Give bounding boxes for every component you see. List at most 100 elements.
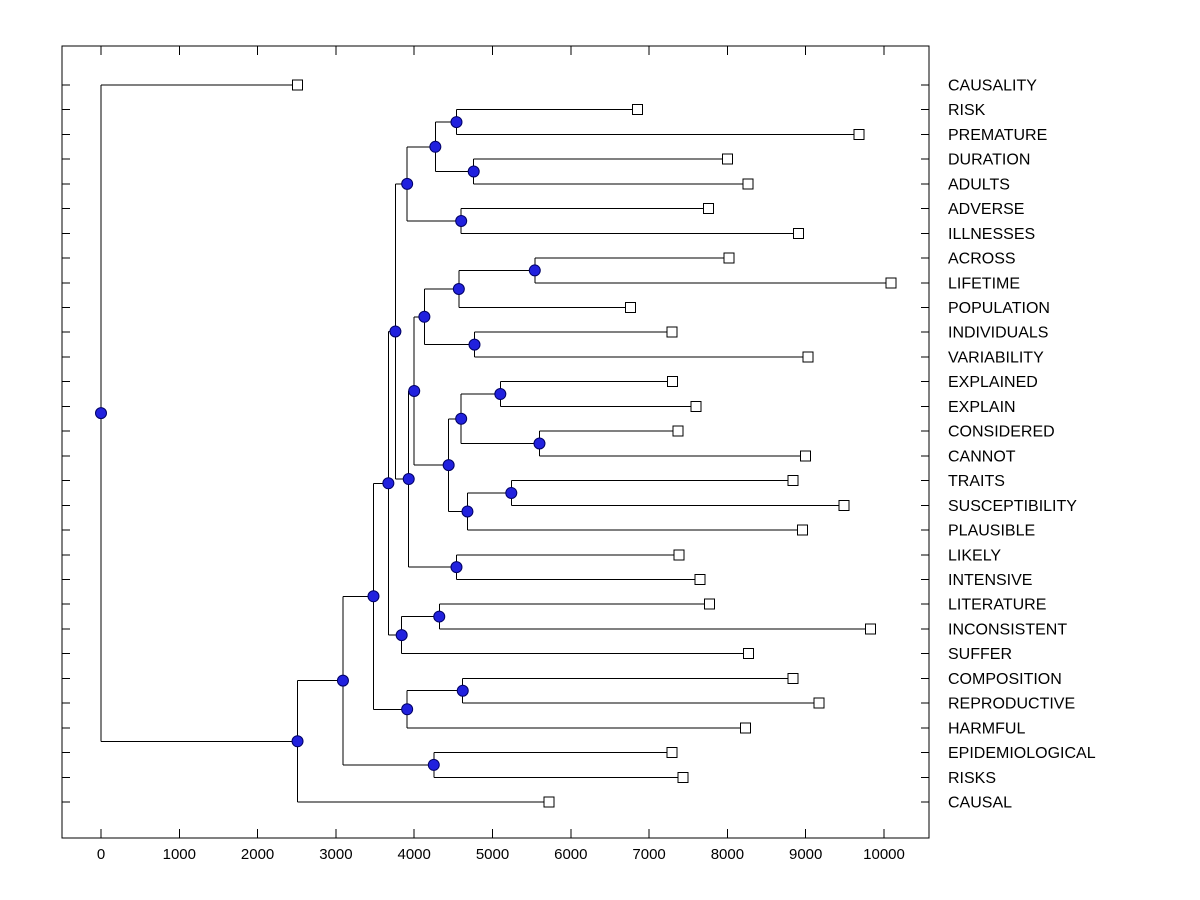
branch-node-dot[interactable] bbox=[528, 264, 541, 277]
leaf-label-composition: COMPOSITION bbox=[948, 671, 1062, 688]
branch-node-dot[interactable] bbox=[395, 629, 408, 642]
branch-node-dot[interactable] bbox=[455, 214, 468, 227]
branch-node-dot[interactable] bbox=[456, 684, 469, 697]
leaf-marker-lifetime[interactable] bbox=[885, 277, 897, 289]
branch-node-dot[interactable] bbox=[367, 590, 380, 603]
axes-box bbox=[61, 45, 930, 839]
branch-node-dot[interactable] bbox=[433, 610, 446, 623]
leaf-label-causal: CAUSAL bbox=[948, 794, 1012, 811]
x-tick-label: 6000 bbox=[554, 846, 587, 863]
x-tick-label: 10000 bbox=[863, 846, 905, 863]
leaf-label-population: POPULATION bbox=[948, 300, 1050, 317]
leaf-label-adults: ADULTS bbox=[948, 176, 1010, 193]
leaf-label-cannot: CANNOT bbox=[948, 448, 1016, 465]
branch-node-dot[interactable] bbox=[450, 116, 463, 129]
leaf-marker-composition[interactable] bbox=[787, 672, 799, 684]
leaf-label-likely: LIKELY bbox=[948, 547, 1001, 564]
leaf-marker-risks[interactable] bbox=[677, 771, 689, 783]
leaf-label-susceptibility: SUSCEPTIBILITY bbox=[948, 498, 1077, 515]
leaf-marker-individuals[interactable] bbox=[666, 326, 678, 338]
leaf-marker-literature[interactable] bbox=[703, 598, 715, 610]
node-markers bbox=[95, 79, 897, 808]
x-tick-label: 9000 bbox=[789, 846, 822, 863]
x-tick-label: 7000 bbox=[632, 846, 665, 863]
leaf-label-reproductive: REPRODUCTIVE bbox=[948, 696, 1075, 713]
leaf-label-explained: EXPLAINED bbox=[948, 374, 1038, 391]
leaf-label-traits: TRAITS bbox=[948, 473, 1005, 490]
x-tick-label: 8000 bbox=[711, 846, 744, 863]
x-tick-label: 1000 bbox=[163, 846, 196, 863]
leaf-label-illnesses: ILLNESSES bbox=[948, 226, 1035, 243]
labels: 0 1000 2000 3000 4000 5000 6000 7000 8000 9000 100… bbox=[97, 78, 1096, 864]
plot-box bbox=[61, 45, 930, 839]
leaf-marker-susceptibility[interactable] bbox=[838, 499, 850, 511]
branch-node-dot[interactable] bbox=[494, 388, 507, 401]
leaf-marker-intensive[interactable] bbox=[694, 573, 706, 585]
branch-node-dot[interactable] bbox=[336, 674, 349, 687]
leaf-marker-illnesses[interactable] bbox=[793, 227, 805, 239]
leaf-marker-causal[interactable] bbox=[543, 796, 555, 808]
leaf-label-risk: RISK bbox=[948, 102, 986, 119]
leaf-label-epidemiological: EPIDEMIOLOGICAL bbox=[948, 745, 1096, 762]
leaf-label-lifetime: LIFETIME bbox=[948, 275, 1020, 292]
leaf-marker-suffer[interactable] bbox=[743, 648, 755, 660]
x-tick-label: 2000 bbox=[241, 846, 274, 863]
leaf-marker-reproductive[interactable] bbox=[813, 697, 825, 709]
branch-node-dot[interactable] bbox=[291, 735, 304, 748]
leaf-marker-premature[interactable] bbox=[853, 128, 865, 140]
branch-node-dot[interactable] bbox=[427, 758, 440, 771]
leaf-marker-considered[interactable] bbox=[672, 425, 684, 437]
leaf-label-individuals: INDIVIDUALS bbox=[948, 325, 1048, 342]
branch-node-dot[interactable] bbox=[95, 407, 107, 420]
leaf-marker-harmful[interactable] bbox=[739, 722, 751, 734]
branch-node-dot[interactable] bbox=[452, 282, 465, 295]
leaf-label-harmful: HARMFUL bbox=[948, 720, 1025, 737]
leaf-label-causality: CAUSALITY bbox=[948, 78, 1037, 95]
leaf-marker-variability[interactable] bbox=[802, 351, 814, 363]
leaf-marker-epidemiological[interactable] bbox=[666, 747, 678, 759]
leaf-label-risks: RISKS bbox=[948, 770, 996, 787]
branch-node-dot[interactable] bbox=[455, 412, 468, 425]
branch-node-dot[interactable] bbox=[533, 437, 546, 450]
branch-node-dot[interactable] bbox=[389, 325, 402, 338]
leaf-label-literature: LITERATURE bbox=[948, 597, 1046, 614]
branch-node-dot[interactable] bbox=[461, 505, 474, 518]
leaf-marker-adverse[interactable] bbox=[703, 203, 715, 215]
leaf-marker-explain[interactable] bbox=[690, 400, 702, 412]
x-tick-label: 4000 bbox=[398, 846, 431, 863]
leaf-label-considered: CONSIDERED bbox=[948, 424, 1055, 441]
leaf-marker-causality[interactable] bbox=[292, 79, 304, 91]
branch-node-dot[interactable] bbox=[401, 703, 414, 716]
leaf-label-variability: VARIABILITY bbox=[948, 349, 1044, 366]
leaf-marker-likely[interactable] bbox=[673, 549, 685, 561]
branch-node-dot[interactable] bbox=[408, 384, 421, 397]
branch-node-dot[interactable] bbox=[468, 338, 481, 351]
branch-node-dot[interactable] bbox=[382, 477, 395, 490]
leaf-marker-across[interactable] bbox=[723, 252, 735, 264]
leaf-marker-traits[interactable] bbox=[787, 475, 799, 487]
branch-node-dot[interactable] bbox=[401, 177, 414, 190]
leaf-label-duration: DURATION bbox=[948, 152, 1030, 169]
branch-node-dot[interactable] bbox=[402, 473, 415, 486]
leaf-label-explain: EXPLAIN bbox=[948, 399, 1016, 416]
leaf-marker-inconsistent[interactable] bbox=[865, 623, 877, 635]
x-tick-label: 0 bbox=[97, 846, 105, 863]
branch-node-dot[interactable] bbox=[429, 140, 442, 153]
branch-node-dot[interactable] bbox=[442, 459, 455, 472]
leaf-label-premature: PREMATURE bbox=[948, 127, 1047, 144]
leaf-marker-population[interactable] bbox=[624, 302, 636, 314]
branch-lines bbox=[100, 84, 892, 803]
leaf-marker-adults[interactable] bbox=[742, 178, 754, 190]
branch-node-dot[interactable] bbox=[418, 310, 431, 323]
branch-node-dot[interactable] bbox=[450, 561, 463, 574]
leaf-marker-plausible[interactable] bbox=[797, 524, 809, 536]
leaf-marker-risk[interactable] bbox=[631, 104, 643, 116]
leaf-marker-cannot[interactable] bbox=[800, 450, 812, 462]
x-tick-label: 5000 bbox=[476, 846, 509, 863]
leaf-marker-explained[interactable] bbox=[667, 376, 679, 388]
branch-node-dot[interactable] bbox=[467, 165, 480, 178]
branch-node-dot[interactable] bbox=[505, 486, 518, 499]
leaf-marker-duration[interactable] bbox=[721, 153, 733, 165]
